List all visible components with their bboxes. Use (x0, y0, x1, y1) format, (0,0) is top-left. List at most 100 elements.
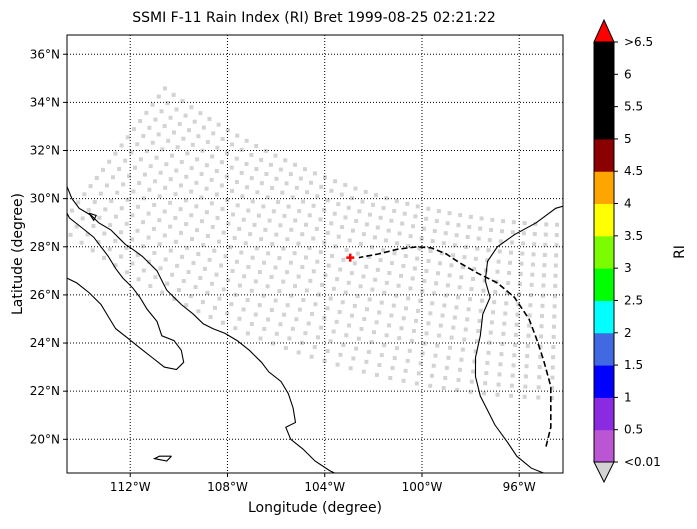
swath-pixel (300, 265, 305, 270)
swath-pixel (379, 300, 384, 305)
swath-pixel (532, 242, 537, 247)
swath-pixel (250, 255, 255, 260)
swath-pixel (199, 219, 204, 224)
swath-pixel (280, 190, 285, 195)
swath-pixel (129, 150, 134, 155)
swath-pixel (360, 199, 365, 204)
swath-pixel (457, 367, 462, 372)
swath-pixel (214, 272, 219, 277)
swath-pixel (292, 251, 297, 256)
colorbar-under-arrow (593, 461, 615, 484)
swath-pixel (150, 102, 155, 107)
swath-pixel (330, 254, 335, 259)
swath-pixel (457, 285, 462, 290)
swath-pixel (289, 293, 294, 298)
swath-pixel (278, 322, 283, 327)
swath-pixel (375, 267, 380, 272)
swath-pixel (189, 105, 194, 110)
swath-pixel (163, 185, 168, 190)
y-tick-label: 32°N (30, 144, 60, 158)
swath-pixel (411, 328, 416, 333)
swath-pixel (172, 297, 177, 302)
swath-pixel (153, 275, 158, 280)
swath-pixel (147, 125, 152, 130)
swath-pixel (517, 282, 522, 287)
swath-pixel (351, 356, 356, 361)
swath-pixel (503, 311, 508, 316)
swath-pixel (157, 194, 162, 199)
swath-pixel (165, 101, 170, 106)
swath-pixel (255, 190, 260, 195)
swath-pixel (319, 325, 324, 330)
swath-pixel (434, 281, 439, 286)
swath-pixel (90, 248, 95, 253)
swath-pixel (76, 200, 81, 205)
swath-pixel (307, 213, 312, 218)
coastline (67, 212, 185, 371)
swath-pixel (125, 197, 130, 202)
swath-pixel (437, 261, 442, 266)
colorbar-band (594, 171, 614, 205)
swath-pixel (451, 253, 456, 258)
swath-pixel (138, 157, 143, 162)
swath-pixel (418, 298, 423, 303)
swath-pixel (69, 208, 74, 213)
swath-pixel (331, 286, 336, 291)
swath-pixel (524, 364, 529, 369)
colorbar-tick-label: 3 (624, 261, 632, 275)
swath-pixel (352, 303, 357, 308)
swath-pixel (127, 174, 132, 179)
swath-pixel (367, 212, 372, 217)
swath-pixel (156, 94, 161, 99)
swath-pixel (334, 319, 339, 324)
swath-pixel (141, 268, 146, 273)
swath-pixel (445, 283, 450, 288)
swath-pixel (389, 261, 394, 266)
swath-pixel (509, 393, 514, 398)
swath-pixel (235, 133, 240, 138)
swath-pixel (229, 165, 234, 170)
swath-pixel (130, 261, 135, 266)
colorbar-over-arrow (593, 18, 615, 43)
swath-pixel (486, 248, 491, 253)
swath-pixel (185, 151, 190, 156)
swath-pixel (406, 296, 411, 301)
swath-pixel (234, 179, 239, 184)
swath-pixel (540, 314, 545, 319)
swath-pixel (211, 131, 216, 136)
swath-pixel (552, 294, 557, 299)
swath-pixel (551, 324, 556, 329)
swath-pixel (375, 372, 380, 377)
swath-pixel (430, 301, 435, 306)
colorbar-band (594, 268, 614, 301)
swath-pixel (472, 266, 477, 271)
swath-pixel (468, 214, 473, 219)
swath-pixel (439, 251, 444, 256)
swath-pixel (308, 278, 313, 283)
swath-pixel (249, 321, 254, 326)
swath-pixel (459, 357, 464, 362)
swath-pixel (171, 130, 176, 135)
swath-pixel (298, 176, 303, 181)
swath-pixel (157, 242, 162, 247)
swath-pixel (358, 241, 363, 246)
swath-pixel (261, 204, 266, 209)
swath-pixel (198, 275, 203, 280)
swath-pixel (338, 267, 343, 272)
swath-pixel (226, 221, 231, 226)
swath-pixel (226, 278, 231, 283)
swath-pixel (237, 226, 242, 231)
swath-pixel (153, 117, 158, 122)
swath-pixel (225, 197, 230, 202)
swath-pixel (460, 265, 465, 270)
swath-pixel (240, 194, 245, 199)
swath-pixel (306, 321, 311, 326)
swath-pixel (510, 230, 515, 235)
swath-pixel (420, 351, 425, 356)
swath-pixel (374, 193, 379, 198)
swath-pixel (492, 300, 497, 305)
swath-pixel (482, 391, 487, 396)
swath-pixel (479, 216, 484, 221)
swath-pixel (493, 290, 498, 295)
